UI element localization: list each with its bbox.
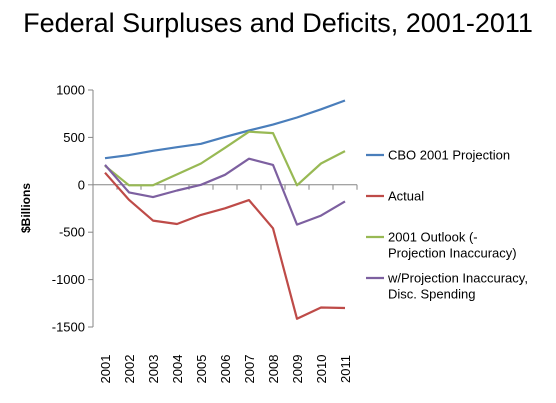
series-lines: [104, 99, 346, 320]
x-tick-label: 2001: [98, 355, 113, 384]
chart-title: Federal Surpluses and Deficits, 2001-201…: [23, 8, 533, 38]
y-tick-label: 0: [78, 177, 85, 192]
x-tick-label: 2008: [266, 355, 281, 384]
x-tick-label: 2004: [170, 355, 185, 384]
y-tick-label: -1500: [52, 320, 85, 335]
x-tick-labels: 2001 2002 2003 2004 2005 2006 2007 2008 2009 2010…: [92, 184, 358, 384]
x-tick-label: 2002: [122, 355, 137, 384]
y-tick-label: -500: [59, 225, 85, 240]
series-line: [104, 130, 346, 187]
y-axis-label: $Billions: [19, 183, 33, 233]
x-tick-label: 2007: [242, 355, 257, 384]
series-line: [104, 157, 346, 226]
series-line: [104, 171, 346, 320]
x-tick-label: 2009: [290, 355, 305, 384]
x-tick-label: 2010: [314, 355, 329, 384]
y-tick-label: 1000: [56, 83, 85, 98]
x-tick-label: 2005: [194, 355, 209, 384]
legend-label: 2001 Outlook (-Projection Inaccuracy): [388, 230, 517, 261]
y-tick-label: 500: [63, 130, 85, 145]
legend-label: Actual: [388, 189, 424, 204]
legend-label: CBO 2001 Projection: [388, 148, 510, 163]
x-tick-label: 2003: [146, 355, 161, 384]
y-tick-labels: 1000 500 0 -500 -1000 -1500: [52, 83, 93, 335]
legend: CBO 2001 Projection Actual 2001 Outlook (-…: [366, 148, 528, 302]
x-tick-label: 2011: [338, 355, 353, 383]
legend-label: w/Projection Inaccuracy, Disc. Spending: [387, 271, 528, 302]
y-tick-label: -1000: [52, 272, 85, 287]
series-line: [104, 99, 346, 160]
x-tick-label: 2006: [218, 355, 233, 384]
